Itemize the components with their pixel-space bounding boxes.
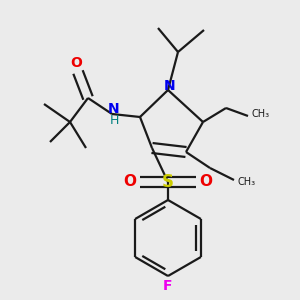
Text: O: O <box>124 175 136 190</box>
Text: O: O <box>70 56 82 70</box>
Text: S: S <box>162 173 174 191</box>
Text: O: O <box>200 175 212 190</box>
Text: N: N <box>108 102 120 116</box>
Text: H: H <box>109 115 119 128</box>
Text: CH₃: CH₃ <box>238 177 256 187</box>
Text: CH₃: CH₃ <box>252 109 270 119</box>
Text: F: F <box>163 279 173 293</box>
Text: N: N <box>164 79 176 93</box>
